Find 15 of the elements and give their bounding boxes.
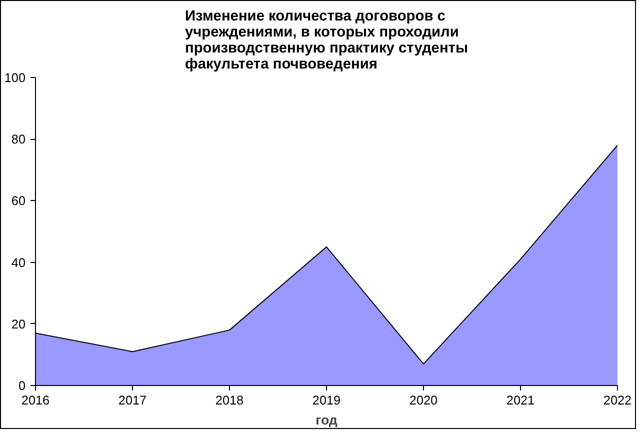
y-tick-label: 100 xyxy=(4,71,26,85)
y-tick-label: 60 xyxy=(11,194,26,208)
y-tick-label: 0 xyxy=(18,379,26,393)
x-tick-label: 2018 xyxy=(215,394,244,408)
y-tick-label: 40 xyxy=(11,256,26,270)
chart-title: Изменение количества договоров с учреждениями, в которых проходили производственную практику студенты факультета почвоведения xyxy=(185,8,468,72)
x-tick-label: 2017 xyxy=(118,394,147,408)
x-tick-label: 2016 xyxy=(21,394,50,408)
x-axis-title: год xyxy=(316,412,338,428)
x-tick-label: 2020 xyxy=(409,394,438,408)
x-tick-label: 2022 xyxy=(603,394,632,408)
x-tick-label: 2019 xyxy=(312,394,341,408)
x-tick-label: 2021 xyxy=(506,394,535,408)
y-tick-label: 80 xyxy=(11,132,26,147)
y-tick-label: 20 xyxy=(11,317,26,332)
